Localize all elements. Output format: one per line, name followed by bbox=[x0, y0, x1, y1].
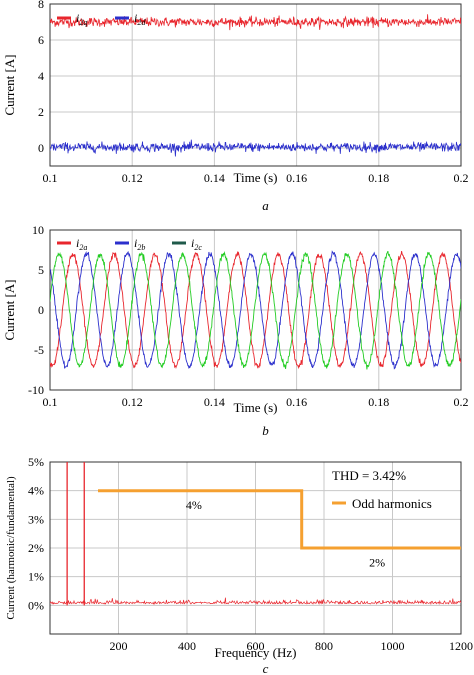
y-tick-label: 3% bbox=[28, 512, 44, 526]
x-tick-label: 0.14 bbox=[204, 171, 225, 185]
panel-c: 5% 4% 3% 2% 1% 0% 200 400 600 800 1000 1200 Frequenc… bbox=[5, 455, 473, 675]
x-tick-label: 0.14 bbox=[204, 395, 225, 409]
y-tick-label: 6 bbox=[38, 33, 44, 47]
x-tick-label: 0.18 bbox=[368, 171, 389, 185]
thd-label: THD = 3.42% bbox=[332, 468, 406, 483]
x-tick-label: 0.2 bbox=[454, 171, 469, 185]
legend-label: i2q bbox=[76, 11, 87, 27]
y-tick-label: -5 bbox=[34, 343, 44, 357]
y-axis-label: Current [A] bbox=[2, 54, 17, 115]
x-tick-label: 0.2 bbox=[454, 395, 469, 409]
limit-value-label: 2% bbox=[369, 555, 385, 569]
legend-label: i2b bbox=[134, 236, 145, 252]
y-axis-label: Current (harmonic/fundamental) bbox=[5, 476, 17, 620]
y-tick-label: 0 bbox=[38, 303, 44, 317]
plot-frame bbox=[49, 3, 462, 167]
panel-caption: a bbox=[262, 198, 269, 213]
legend-label: i2d bbox=[134, 11, 146, 27]
x-tick-label: 0.12 bbox=[122, 395, 143, 409]
y-tick-label: 4% bbox=[28, 484, 44, 498]
y-tick-label: 0% bbox=[28, 598, 44, 612]
legend-label: i2c bbox=[191, 236, 202, 252]
x-tick-label: 600 bbox=[247, 639, 265, 653]
y-tick-label: -10 bbox=[28, 383, 44, 397]
x-tick-label: 0.16 bbox=[286, 395, 307, 409]
series-line-i2b bbox=[50, 250, 461, 370]
x-axis-label: Time (s) bbox=[234, 400, 278, 415]
y-tick-label: 5% bbox=[28, 455, 44, 469]
y-tick-label: 4 bbox=[38, 69, 44, 83]
limit-value-label: 4% bbox=[186, 498, 202, 512]
legend-label: Odd harmonics bbox=[352, 496, 432, 511]
y-tick-label: 10 bbox=[32, 223, 44, 237]
panel-a: 0 2 4 6 8 0.1 0.12 0.14 0.16 0.18 0.2 Time (s) Curre… bbox=[2, 0, 469, 213]
legend-label: i2a bbox=[76, 236, 87, 252]
y-tick-label: 2% bbox=[28, 541, 44, 555]
panel-caption: b bbox=[262, 423, 269, 438]
series-line-i2d bbox=[50, 139, 461, 157]
spectrum-line bbox=[50, 597, 461, 606]
plot-frame bbox=[49, 229, 462, 391]
y-axis-label: Current [A] bbox=[2, 279, 17, 340]
y-tick-label: 0 bbox=[38, 141, 44, 155]
x-tick-label: 0.18 bbox=[368, 395, 389, 409]
x-tick-label: 0.12 bbox=[122, 171, 143, 185]
series-line-i2c bbox=[50, 250, 461, 370]
panel-caption: c bbox=[263, 661, 269, 675]
x-tick-label: 200 bbox=[110, 639, 128, 653]
x-tick-label: 0.16 bbox=[286, 171, 307, 185]
y-tick-label: 1% bbox=[28, 570, 44, 584]
y-tick-label: 2 bbox=[38, 105, 44, 119]
series-line-i2q bbox=[50, 14, 461, 31]
panel-b: 10 5 0 -5 -100.1 0.12 0.14 0.16 0.18 0.2 Time (s) C… bbox=[2, 223, 469, 438]
x-tick-label: 1200 bbox=[449, 639, 473, 653]
x-axis-label: Time (s) bbox=[234, 170, 278, 185]
odd-harmonics-limit-line bbox=[98, 489, 461, 550]
x-tick-label: 800 bbox=[315, 639, 333, 653]
y-tick-label: 5 bbox=[38, 263, 44, 277]
y-tick-label: 8 bbox=[38, 0, 44, 11]
x-axis-label: Frequency (Hz) bbox=[215, 645, 297, 660]
x-tick-label: 0.1 bbox=[43, 395, 58, 409]
x-tick-label: 1000 bbox=[381, 639, 405, 653]
x-tick-label: 400 bbox=[178, 639, 196, 653]
x-tick-label: 0.1 bbox=[43, 171, 58, 185]
series-line-i2a bbox=[50, 251, 461, 370]
